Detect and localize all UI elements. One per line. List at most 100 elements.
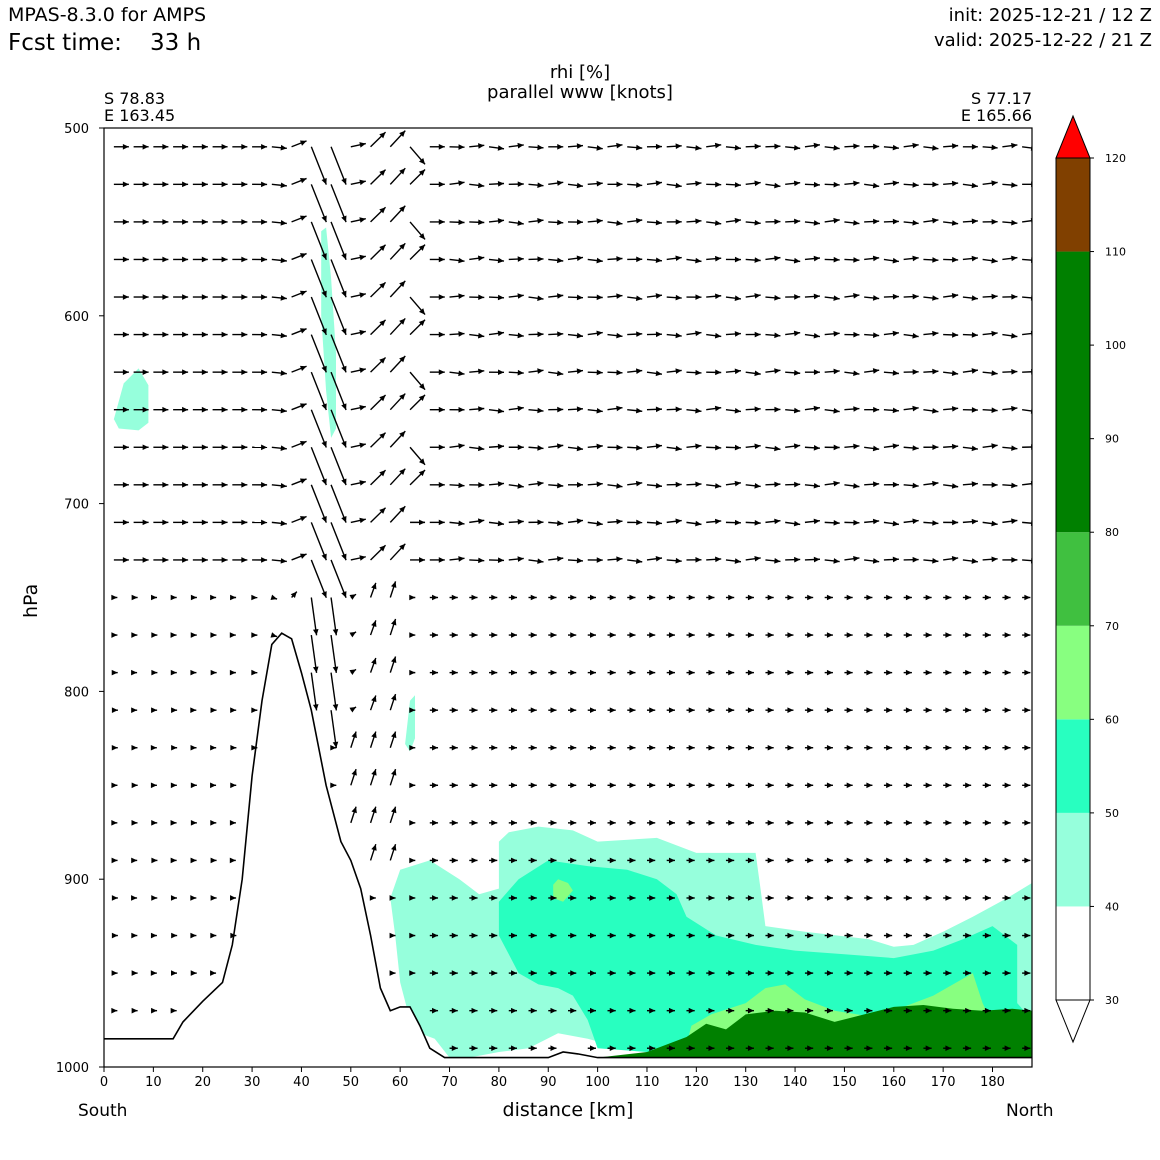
wind-arrow [607, 369, 623, 376]
wind-arrow [133, 219, 149, 225]
wind-arrow-head [826, 632, 833, 638]
wind-arrow [903, 1007, 912, 1014]
wind-arrow-head [251, 707, 258, 713]
wind-arrow-head [556, 180, 564, 186]
wind-arrow [173, 482, 189, 488]
wind-arrow-head [162, 557, 169, 563]
wind-arrow-head [991, 556, 998, 563]
wind-arrow-head [261, 519, 268, 526]
wind-arrow-head [409, 669, 416, 676]
wind-arrow-head [747, 932, 754, 939]
wind-arrow-head [497, 408, 505, 414]
wind-arrow-head [451, 707, 458, 713]
wind-arrow [923, 744, 932, 751]
wind-arrow [429, 444, 445, 451]
wind-arrow [369, 806, 377, 824]
wind-arrow [1002, 632, 1011, 638]
wind-arrow-head [813, 369, 820, 375]
wind-arrow [252, 331, 268, 338]
wind-arrow [508, 556, 524, 562]
wind-arrow-head [182, 256, 189, 263]
wind-arrow-shaft [330, 184, 347, 223]
wind-arrow-head [629, 669, 636, 676]
wind-arrow-head [991, 407, 998, 413]
wind-arrow-head [596, 557, 603, 563]
wind-arrow-head [122, 143, 129, 150]
wind-arrow [943, 332, 959, 338]
wind-arrow-head [530, 895, 537, 901]
wind-arrow [903, 220, 919, 226]
wind-arrow-head [557, 144, 564, 150]
wind-arrow [528, 558, 544, 564]
wind-arrow [883, 257, 900, 264]
wind-arrow-head [787, 594, 794, 601]
wind-arrow-shaft [330, 371, 347, 411]
wind-arrow-head [655, 257, 662, 264]
wind-arrow [903, 556, 919, 563]
wind-arrow [170, 857, 177, 864]
wind-arrow-head [807, 1007, 814, 1014]
wind-arrow-head [668, 782, 675, 789]
wind-arrow [192, 519, 208, 526]
wind-arrow [113, 557, 129, 563]
wind-arrow [804, 556, 820, 563]
wind-arrow-head [715, 444, 722, 451]
wind-arrow-head [530, 782, 537, 789]
wind-arrow-head [767, 970, 774, 976]
wind-arrow-head [846, 1045, 853, 1052]
wind-arrow-head [550, 594, 557, 601]
wind-arrow-head [280, 445, 287, 451]
wind-arrow-head [556, 443, 564, 449]
wind-arrow-head [951, 293, 959, 299]
wind-arrow-head [609, 895, 616, 901]
wind-arrow [587, 257, 603, 264]
wind-arrow [903, 632, 912, 638]
wind-arrow-head [846, 782, 853, 789]
wind-arrow [883, 820, 893, 826]
wind-arrow-head [616, 142, 623, 149]
wind-arrow [232, 519, 248, 526]
wind-arrow [192, 143, 208, 150]
wind-arrow [804, 1045, 814, 1052]
wind-arrow-head [649, 895, 656, 901]
wind-arrow-head [774, 518, 781, 525]
wind-arrow-head [418, 394, 426, 402]
wind-arrow-head [945, 1007, 952, 1014]
wind-arrow-head [675, 481, 682, 488]
wind-arrow [943, 820, 952, 826]
wind-arrow [646, 594, 656, 601]
wind-arrow [844, 180, 860, 187]
wind-arrow-head [530, 970, 537, 976]
wind-arrow-head [774, 558, 781, 564]
wind-arrow-head [182, 294, 189, 300]
wind-arrow-head [321, 290, 327, 298]
wind-arrow-head [122, 557, 129, 563]
wind-arrow [765, 970, 774, 976]
wind-arrow-head [530, 632, 537, 638]
wind-arrow [864, 295, 880, 301]
wind-arrow-head [497, 330, 505, 337]
wind-arrow [943, 669, 952, 676]
wind-arrow-head [162, 256, 169, 263]
wind-arrow-head [734, 558, 741, 564]
wind-arrow [923, 408, 939, 414]
wind-arrow [844, 932, 853, 939]
wind-arrow [469, 219, 485, 226]
wind-arrow [488, 181, 505, 187]
wind-arrow-head [984, 820, 991, 826]
wind-arrow-head [629, 1007, 636, 1014]
wind-arrow [230, 707, 237, 713]
end-lon: E 165.66 [960, 106, 1032, 125]
wind-arrow-head [570, 1007, 577, 1014]
wind-arrow [151, 1007, 158, 1014]
wind-arrow [725, 217, 742, 224]
wind-arrow [903, 182, 919, 188]
wind-arrow [528, 669, 537, 676]
wind-arrow-head [491, 782, 498, 789]
wind-arrow [330, 409, 347, 448]
wind-arrow-head [991, 218, 998, 225]
wind-arrow [923, 1045, 932, 1052]
wind-arrow [962, 295, 978, 301]
wind-arrow [824, 970, 833, 976]
